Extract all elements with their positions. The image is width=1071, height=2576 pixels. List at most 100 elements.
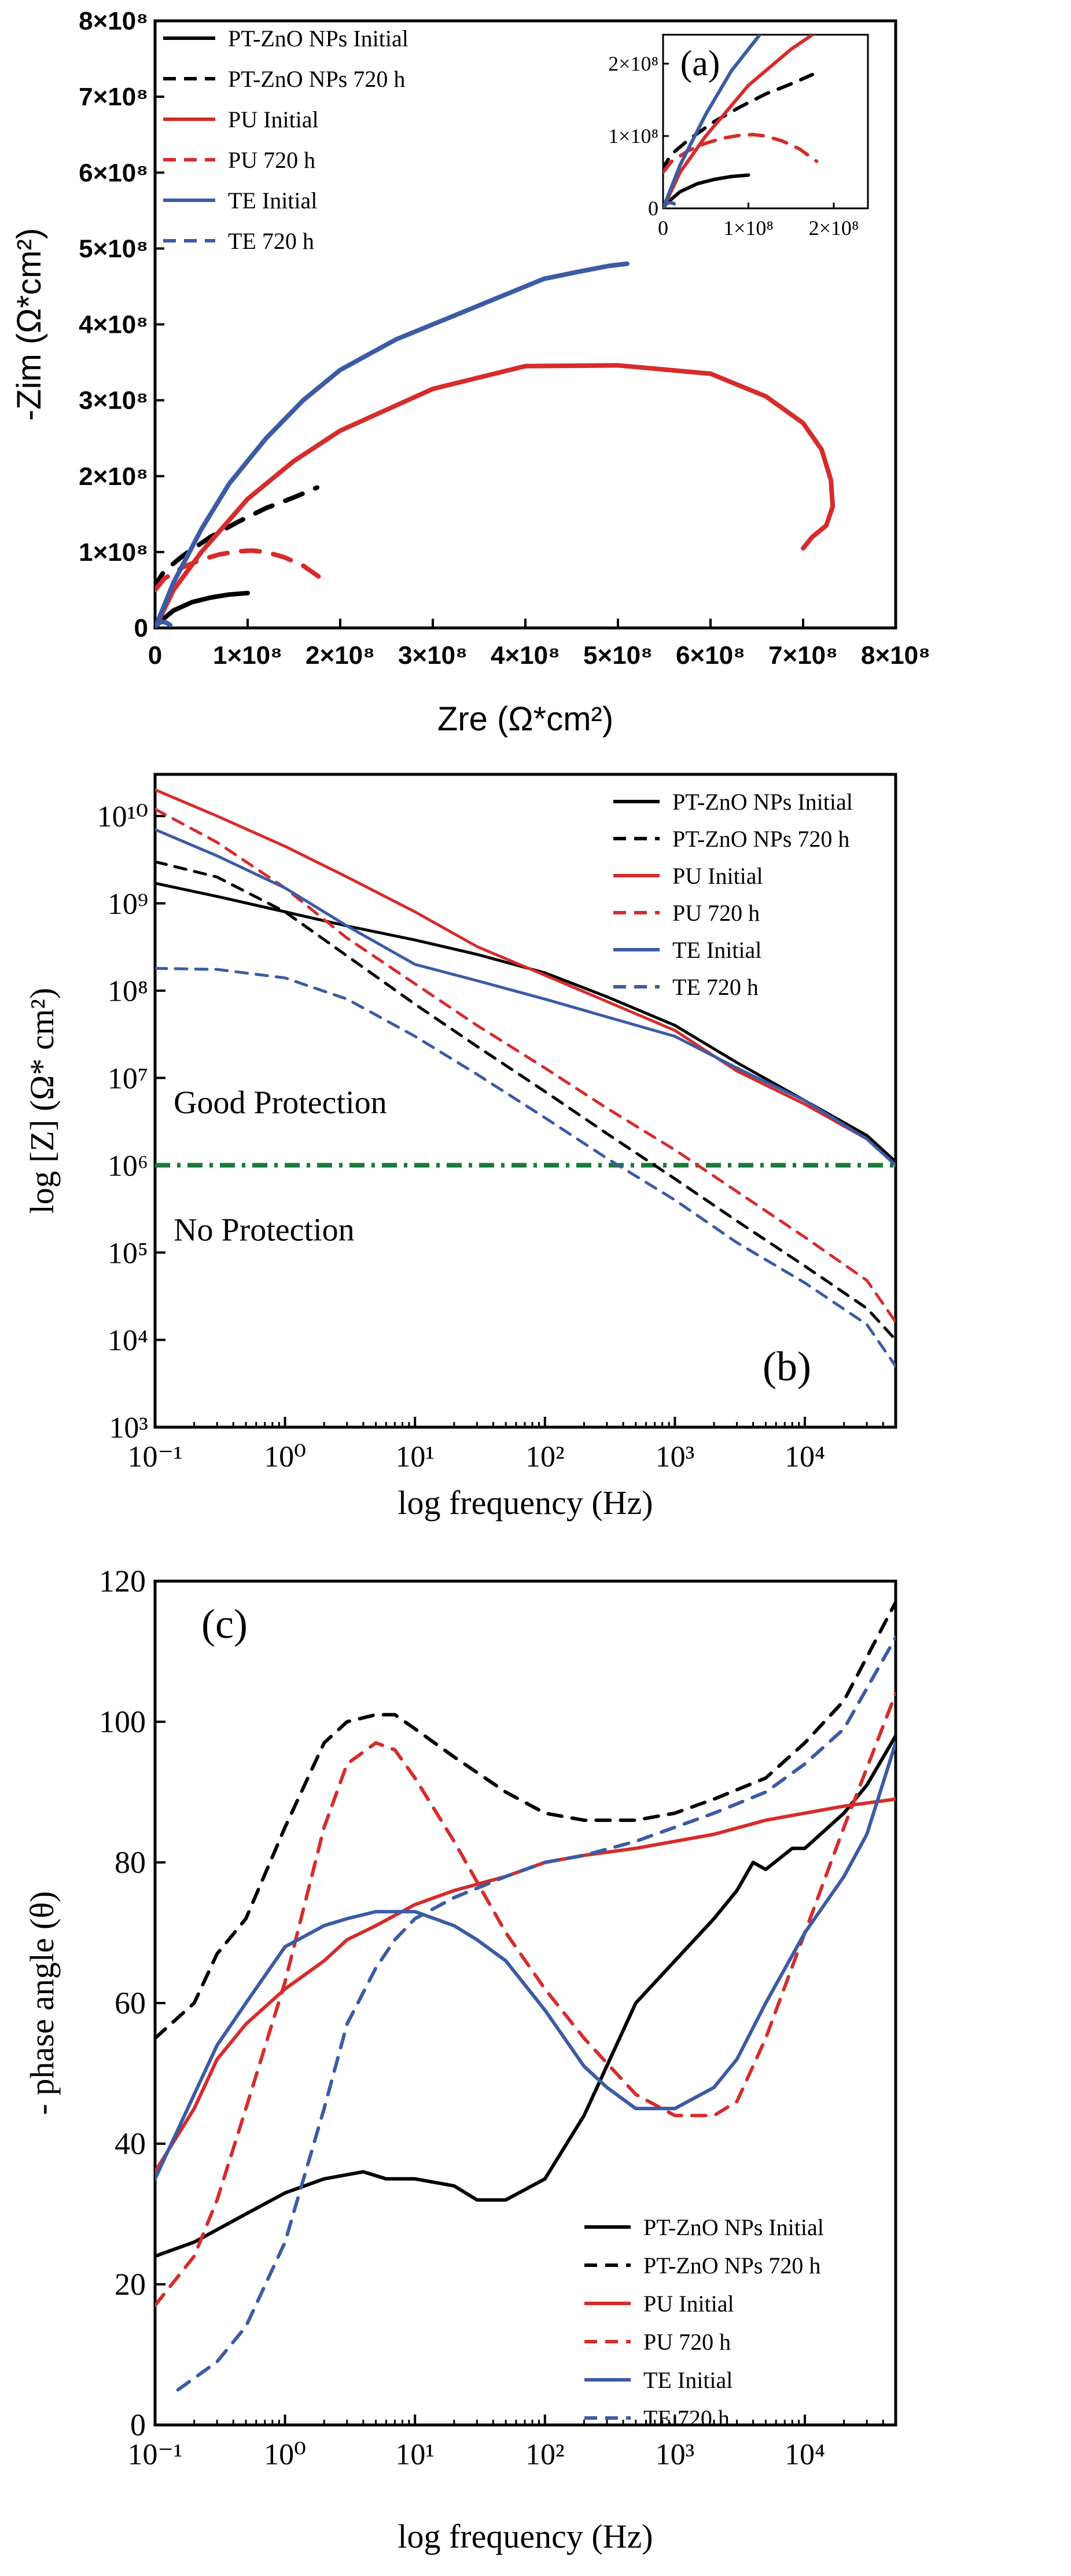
series-line-pt-zno-nps-720-h bbox=[155, 485, 319, 593]
panel-label: (c) bbox=[201, 1601, 248, 1647]
panel-b-bode-impedance: 10⁻¹ 10⁰ 10¹ 10² 10³ 10⁴ 10³ 10⁴ 10⁵ 10⁶ 10⁷ 10⁸ 10⁹… bbox=[23, 773, 897, 1522]
series-line-te-initial bbox=[155, 828, 896, 1167]
series-line-pu-initial bbox=[155, 788, 896, 1167]
series-line-pt-zno-nps-720-h bbox=[663, 72, 815, 174]
x-tick-label: 10¹ bbox=[395, 1440, 435, 1473]
legend-label: PU 720 h bbox=[672, 900, 760, 926]
panel-label: (a) bbox=[680, 44, 720, 83]
legend-label: TE Initial bbox=[643, 2367, 733, 2393]
y-tick-label: 10⁸ bbox=[108, 975, 148, 1008]
x-tick-label: 2×10⁸ bbox=[306, 641, 375, 670]
legend-label: PT-ZnO NPs 720 h bbox=[672, 826, 849, 852]
legend-label: PU Initial bbox=[672, 863, 763, 889]
x-tick-label: 6×10⁸ bbox=[676, 641, 745, 670]
inset-y-tick-label: 0 bbox=[648, 197, 658, 220]
series-line-pt-zno-nps-720-h bbox=[155, 1600, 896, 2040]
series-line-pu-initial bbox=[663, 35, 816, 208]
x-tick-label: 10⁴ bbox=[785, 2438, 825, 2471]
x-tick-label: 7×10⁸ bbox=[768, 641, 838, 670]
inset-x-tick-label: 2×10⁸ bbox=[809, 216, 859, 240]
series-line-te-initial bbox=[663, 35, 762, 208]
inset-frame bbox=[662, 34, 869, 210]
legend-label: PU 720 h bbox=[643, 2329, 731, 2355]
series-line-te-initial bbox=[155, 261, 630, 628]
x-tick-label: 10⁻¹ bbox=[127, 2438, 182, 2471]
x-tick-label: 1×10⁸ bbox=[213, 641, 282, 670]
y-tick-label: 10⁴ bbox=[108, 1324, 148, 1357]
x-tick-label: 4×10⁸ bbox=[491, 641, 560, 670]
annotation-no-protection: No Protection bbox=[174, 1212, 355, 1248]
x-axis-label: log frequency (Hz) bbox=[398, 2518, 653, 2555]
y-tick-label: 80 bbox=[115, 1845, 146, 1880]
x-tick-label: 10⁴ bbox=[785, 1440, 825, 1473]
series-line-te-720-h bbox=[176, 1636, 896, 2392]
y-tick-label: 0 bbox=[134, 614, 148, 642]
x-tick-label: 3×10⁸ bbox=[398, 641, 468, 670]
series-line-pt-zno-nps-720-h bbox=[155, 860, 896, 1342]
x-tick-label: 10³ bbox=[656, 1440, 695, 1473]
x-tick-label: 5×10⁸ bbox=[583, 641, 653, 670]
x-tick-label: 10⁰ bbox=[264, 1440, 306, 1473]
y-axis-label: -Zim (Ω*cm²) bbox=[10, 228, 48, 421]
y-tick-label: 10⁶ bbox=[108, 1149, 148, 1182]
x-tick-label: 10⁰ bbox=[264, 2438, 306, 2471]
series-line-te-720-h bbox=[155, 967, 896, 1368]
y-tick-label: 40 bbox=[115, 2126, 146, 2161]
legend-label: TE 720 h bbox=[643, 2405, 730, 2431]
y-tick-label: 7×10⁸ bbox=[79, 83, 148, 111]
y-axis-label: - phase angle (θ) bbox=[23, 1891, 61, 2115]
x-tick-label: 0 bbox=[148, 641, 162, 670]
y-tick-label: 5×10⁸ bbox=[79, 234, 148, 263]
legend-label: PT-ZnO NPs Initial bbox=[228, 25, 408, 52]
x-tick-label: 10⁻¹ bbox=[127, 1440, 182, 1473]
inset-y-tick-label: 2×10⁸ bbox=[608, 52, 658, 75]
y-axis-label: log [Z] (Ω* cm²) bbox=[23, 988, 61, 1214]
series-line-pu-720-h bbox=[155, 1692, 896, 2307]
y-tick-label: 20 bbox=[115, 2267, 146, 2302]
legend-label: PU 720 h bbox=[228, 147, 315, 173]
series-line-te-initial bbox=[155, 1741, 896, 2181]
inset-x-tick-label: 0 bbox=[658, 216, 668, 240]
y-tick-label: 10³ bbox=[109, 1412, 148, 1445]
legend-label: PT-ZnO NPs Initial bbox=[672, 789, 853, 815]
x-axis-label: log frequency (Hz) bbox=[398, 1484, 653, 1522]
y-tick-label: 2×10⁸ bbox=[79, 462, 148, 491]
y-tick-label: 100 bbox=[99, 1704, 146, 1739]
x-axis-label: Zre (Ω*cm²) bbox=[437, 700, 613, 738]
x-tick-label: 10² bbox=[525, 1440, 565, 1473]
annotation-good-protection: Good Protection bbox=[174, 1085, 387, 1120]
legend-label: TE Initial bbox=[672, 937, 761, 963]
legend-label: TE 720 h bbox=[672, 974, 759, 1000]
panel-c-bode-phase: 10⁻¹ 10⁰ 10¹ 10² 10³ 10⁴ 0 20 40 60 80 100 120 log fr… bbox=[23, 1564, 897, 2555]
legend-label: PT-ZnO NPs 720 h bbox=[643, 2252, 820, 2279]
x-tick-label: 10¹ bbox=[395, 2438, 435, 2471]
legend-label: PU Initial bbox=[643, 2291, 734, 2317]
series-line-pt-zno-nps-initial bbox=[155, 1734, 896, 2258]
legend-label: PU Initial bbox=[228, 106, 319, 133]
series-line-pu-initial bbox=[155, 363, 836, 628]
legend-label: TE Initial bbox=[228, 188, 317, 214]
x-tick-label: 10³ bbox=[656, 2438, 695, 2471]
y-tick-label: 4×10⁸ bbox=[79, 311, 148, 339]
legend-label: TE 720 h bbox=[228, 228, 314, 254]
series-line-te-720-h bbox=[663, 201, 682, 208]
y-tick-label: 3×10⁸ bbox=[79, 387, 148, 415]
panel-a-nyquist: 0 1×10⁸ 2×10⁸ 3×10⁸ 4×10⁸ 5×10⁸ 6×10⁸ 7×10⁸ 8×10… bbox=[10, 7, 930, 738]
series-line-te-720-h bbox=[155, 619, 176, 628]
inset-x-tick-label: 1×10⁸ bbox=[723, 216, 774, 240]
y-tick-label: 120 bbox=[99, 1564, 146, 1598]
plot-frame bbox=[153, 1579, 897, 2427]
y-tick-label: 10¹⁰ bbox=[97, 800, 148, 833]
y-tick-label: 1×10⁸ bbox=[79, 538, 148, 567]
inset-background bbox=[663, 35, 868, 208]
series-line-pu-720-h bbox=[663, 133, 819, 174]
x-tick-label: 10² bbox=[525, 2438, 565, 2471]
y-tick-label: 10⁹ bbox=[108, 888, 148, 921]
y-tick-label: 10⁷ bbox=[108, 1063, 148, 1096]
x-tick-label: 8×10⁸ bbox=[861, 641, 930, 670]
y-tick-label: 60 bbox=[115, 1986, 146, 2020]
series-line-pu-720-h bbox=[155, 548, 324, 593]
y-tick-label: 10⁵ bbox=[108, 1237, 148, 1270]
legend-label: PT-ZnO NPs Initial bbox=[643, 2214, 824, 2240]
